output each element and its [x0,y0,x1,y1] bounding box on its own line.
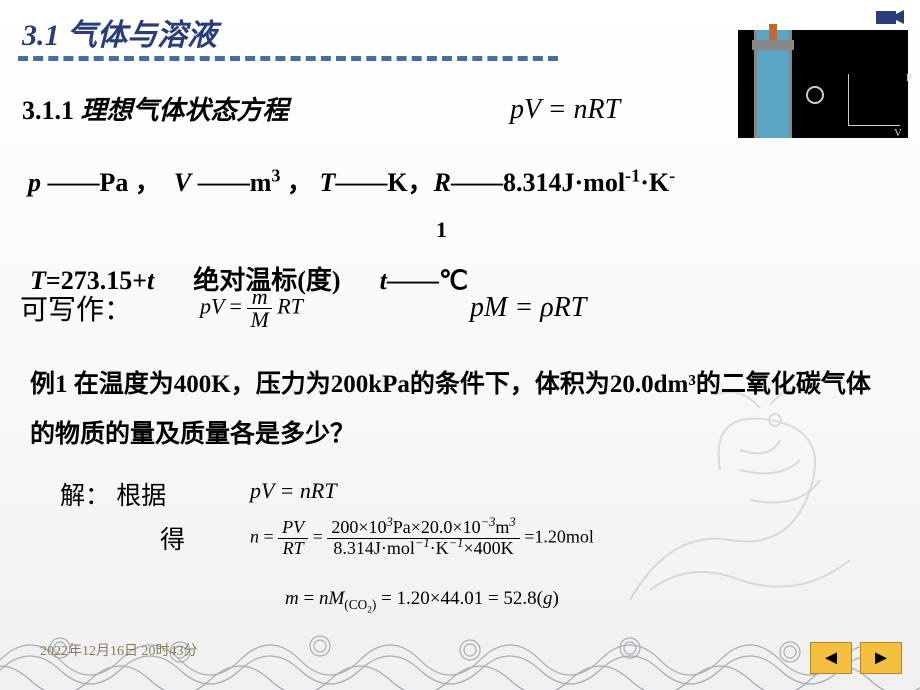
piston-diagram: PV [738,30,908,138]
solution-label: 解： 根据 [60,476,166,512]
solution-derive-label: 得 [160,520,185,556]
title-underline [18,56,558,61]
solution-n-calculation: n = PVRT = 200×103Pa×20.0×10−3m3 8.314J·… [250,518,594,559]
units-definition: p ——Pa ， V ——m3 ， T——K，R——8.314J·mol-1·K… [28,165,908,201]
equation-density-form: pM = ρRT [470,292,586,324]
nav-buttons: ◄ ► [806,642,902,674]
camera-icon [875,8,905,26]
solution-basis-equation: pV = nRT [250,478,337,504]
next-button[interactable]: ► [860,642,902,674]
solution-m-calculation: m = nM(CO2) = 1.20×44.01 = 52.8(g) [285,588,559,610]
prev-button[interactable]: ◄ [810,642,852,674]
rewrite-label: 可写作： [20,288,132,328]
footer-timestamp: 2022年12月16日 20时43分 [40,640,198,660]
ideal-gas-equation: pV = nRT [510,94,620,126]
absolute-temperature-line: T=273.15+t 绝对温标(度) t——℃ [30,260,900,297]
example-problem: 例1 在温度为400K，压力为200kPa的条件下，体积为20.0dm³的二氧化… [30,360,890,460]
slide-title: 3.1 气体与溶液 [22,10,217,54]
subsection-heading: 3.1.1 3.1.1 理想气体状态方程理想气体状态方程 [22,90,289,127]
equation-mass-form: pV = mM RT [200,286,303,331]
